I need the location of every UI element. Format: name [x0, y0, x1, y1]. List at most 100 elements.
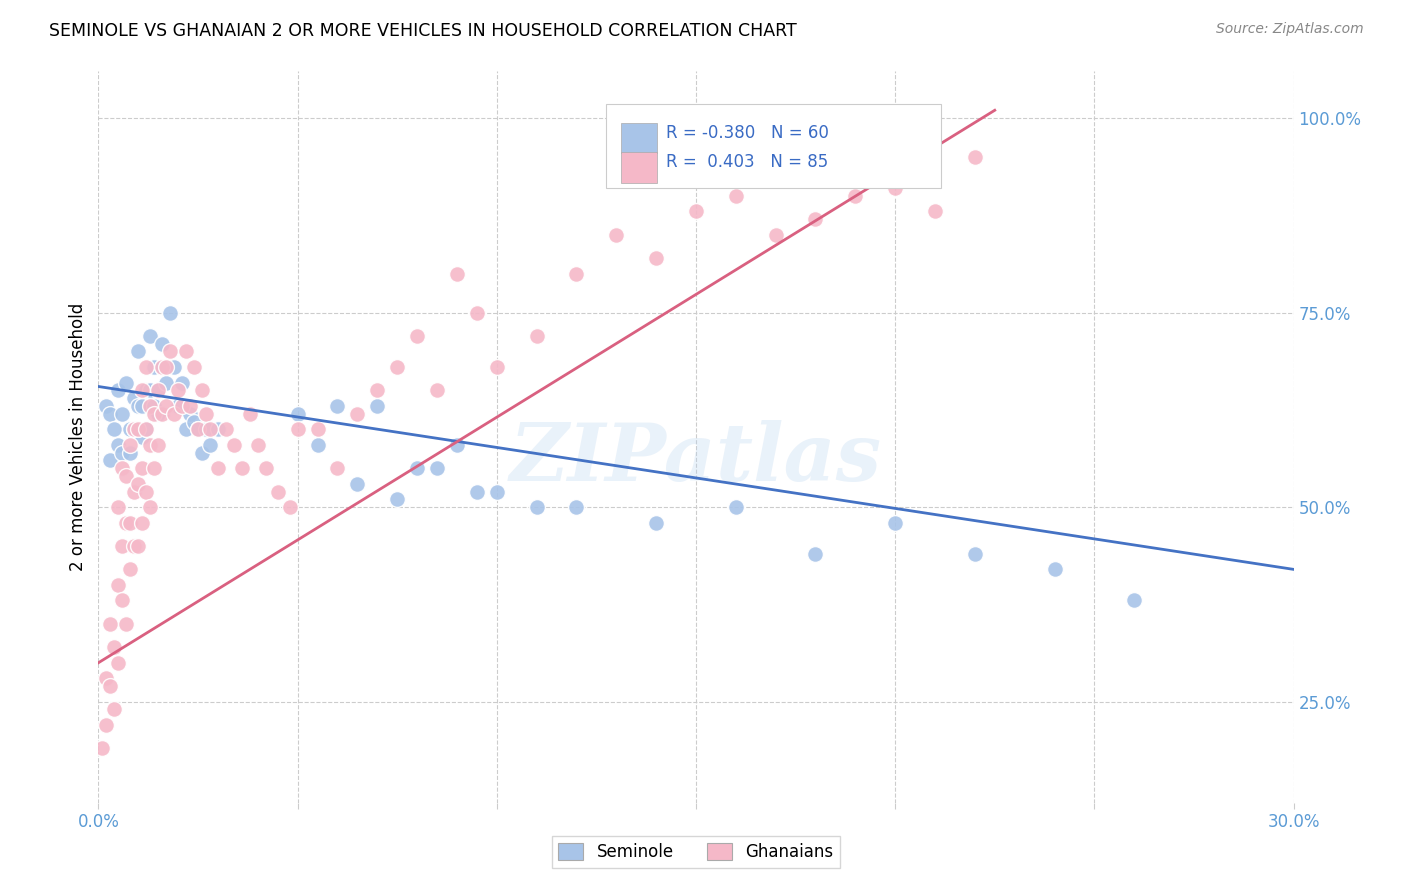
Point	[124, 422, 146, 436]
Point	[239, 407, 262, 421]
Point	[107, 438, 129, 452]
Point	[107, 500, 129, 515]
Point	[884, 181, 907, 195]
Point	[131, 384, 153, 398]
Point	[195, 407, 218, 421]
Point	[135, 359, 157, 374]
Legend: Seminole, Ghanaians: Seminole, Ghanaians	[551, 836, 841, 868]
Point	[91, 741, 114, 756]
Point	[127, 539, 149, 553]
Point	[135, 422, 157, 436]
Point	[115, 469, 138, 483]
Point	[111, 539, 134, 553]
Text: Source: ZipAtlas.com: Source: ZipAtlas.com	[1216, 22, 1364, 37]
Point	[115, 376, 138, 390]
Point	[215, 422, 238, 436]
Point	[172, 376, 194, 390]
Point	[187, 422, 209, 436]
Point	[150, 359, 173, 374]
Point	[645, 251, 668, 265]
Point	[139, 500, 162, 515]
Point	[96, 718, 118, 732]
Point	[111, 593, 134, 607]
Point	[426, 384, 449, 398]
Point	[98, 616, 122, 631]
Point	[924, 204, 946, 219]
Point	[103, 702, 125, 716]
Y-axis label: 2 or more Vehicles in Household: 2 or more Vehicles in Household	[69, 303, 87, 571]
Point	[131, 430, 153, 444]
Point	[724, 500, 747, 515]
Point	[254, 461, 277, 475]
Point	[207, 461, 229, 475]
Point	[167, 384, 190, 398]
Point	[385, 492, 409, 507]
FancyBboxPatch shape	[620, 122, 657, 153]
Point	[287, 407, 309, 421]
Point	[96, 671, 118, 685]
Point	[195, 422, 218, 436]
Point	[179, 407, 201, 421]
Point	[231, 461, 253, 475]
Point	[174, 344, 197, 359]
Point	[143, 359, 166, 374]
Point	[135, 384, 157, 398]
Point	[155, 359, 177, 374]
Point	[804, 212, 827, 227]
Point	[155, 376, 177, 390]
Point	[98, 453, 122, 467]
Point	[724, 189, 747, 203]
Point	[446, 267, 468, 281]
Point	[150, 407, 173, 421]
Point	[446, 438, 468, 452]
Point	[172, 399, 194, 413]
Point	[804, 547, 827, 561]
Point	[1043, 562, 1066, 576]
Point	[267, 484, 290, 499]
Point	[246, 438, 269, 452]
Point	[159, 305, 181, 319]
Point	[526, 329, 548, 343]
Point	[143, 399, 166, 413]
Point	[326, 399, 349, 413]
Point	[148, 438, 170, 452]
Point	[191, 445, 214, 459]
Point	[124, 422, 146, 436]
Point	[139, 329, 162, 343]
Point	[155, 399, 177, 413]
Point	[150, 359, 173, 374]
Point	[465, 305, 488, 319]
Point	[120, 445, 142, 459]
Point	[187, 422, 209, 436]
Point	[148, 407, 170, 421]
Point	[183, 415, 205, 429]
Point	[963, 150, 986, 164]
Point	[465, 484, 488, 499]
Point	[120, 516, 142, 530]
Point	[139, 384, 162, 398]
Point	[107, 384, 129, 398]
Point	[124, 391, 146, 405]
Point	[131, 461, 153, 475]
Point	[111, 407, 134, 421]
Point	[605, 227, 627, 242]
Point	[307, 422, 329, 436]
Point	[565, 500, 588, 515]
Point	[645, 516, 668, 530]
Point	[163, 407, 186, 421]
Point	[135, 484, 157, 499]
Point	[485, 484, 508, 499]
Point	[103, 422, 125, 436]
Text: R =  0.403   N = 85: R = 0.403 N = 85	[666, 153, 828, 171]
Point	[385, 359, 409, 374]
Point	[115, 516, 138, 530]
Point	[366, 399, 388, 413]
Point	[222, 438, 245, 452]
Point	[124, 539, 146, 553]
Point	[111, 445, 134, 459]
Point	[406, 329, 429, 343]
Point	[96, 399, 118, 413]
Point	[278, 500, 301, 515]
Point	[98, 407, 122, 421]
Point	[179, 399, 201, 413]
